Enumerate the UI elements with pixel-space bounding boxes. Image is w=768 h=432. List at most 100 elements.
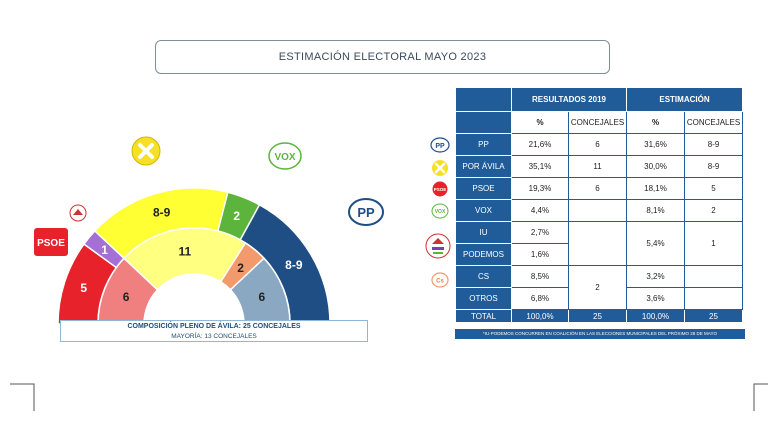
crop-mark-right <box>753 383 768 411</box>
row-conc-est: 5 <box>684 177 743 200</box>
row-pct-2019: 1,6% <box>511 243 569 266</box>
row-pct-est: 3,2% <box>626 265 685 288</box>
header-resultados-2019: RESULTADOS 2019 <box>511 87 627 112</box>
row-conc-2019: 6 <box>568 133 627 156</box>
caption-title: COMPOSICIÓN PLENO DE ÁVILA: 25 CONCEJALE… <box>127 323 301 330</box>
row-pct-est: 30,0% <box>626 155 685 178</box>
table-footnote: *IU-PODEMOS CONCURREN EN COALICIÓN EN LA… <box>455 329 745 339</box>
table-row: PSOE 19,3% 6 18,1% 5 <box>455 177 743 200</box>
outer-label-vox: 2 <box>233 209 240 223</box>
subheader-pct-est: % <box>626 111 685 134</box>
row-conc-est <box>684 265 743 288</box>
arc-labels: 5 1 8-9 2 8-9 6 11 2 6 <box>80 206 303 305</box>
table-row: CS 8,5% 2 3,2% <box>455 265 743 310</box>
outer-label-por-vila: 8-9 <box>153 206 171 220</box>
total-pct-est: 100,0% <box>626 309 685 323</box>
iu-podemos-small-icon <box>425 233 451 259</box>
row-conc-est-merged: 1 <box>684 221 743 266</box>
pp-small-icon: PP <box>430 137 450 153</box>
table-row: OTROS 6,8% 3,6% <box>455 287 743 310</box>
row-party-label: POR ÁVILA <box>455 155 512 178</box>
svg-text:PP: PP <box>357 205 375 220</box>
row-conc-2019: 6 <box>568 177 627 200</box>
outer-label-psoe: 5 <box>80 281 87 295</box>
inner-label-cs: 2 <box>237 261 244 275</box>
svg-text:Cs: Cs <box>436 279 444 285</box>
table-sub-header-row: % CONCEJALES % CONCEJALES <box>455 111 743 134</box>
por-avila-logo-icon <box>131 136 161 166</box>
table-row: PP 21,6% 6 31,6% 8-9 <box>455 133 743 156</box>
row-conc-2019-merged <box>568 221 627 266</box>
psoe-logo: PSOE <box>34 228 68 256</box>
row-conc-est: 8-9 <box>684 133 743 156</box>
iu-podemos-logo-icon <box>69 204 87 222</box>
svg-text:PSOE: PSOE <box>434 187 447 192</box>
vox-small-icon: VOX <box>431 203 449 219</box>
pp-row-logo: PP <box>430 137 450 153</box>
svg-text:PSOE: PSOE <box>37 238 65 249</box>
cs-small-icon: Cs <box>431 272 449 288</box>
row-pct-2019: 19,3% <box>511 177 569 200</box>
cs-row-logo: Cs <box>431 272 449 288</box>
vox-logo: VOX <box>268 142 302 170</box>
subheader-concejales-est: CONCEJALES <box>684 111 743 134</box>
svg-text:VOX: VOX <box>274 152 295 163</box>
por-avila-small-icon <box>432 160 448 176</box>
row-party-label: CS <box>455 265 512 288</box>
row-pct-2019: 35,1% <box>511 155 569 178</box>
row-conc-2019: 11 <box>568 155 627 178</box>
iu-podemos-row-logo <box>425 232 451 260</box>
outer-label-iu-podemos: 1 <box>101 243 108 257</box>
table-total-row: TOTAL 100,0% 25 100,0% 25 <box>455 309 743 323</box>
inner-label-por-vila: 11 <box>179 245 192 259</box>
table-corner-cell <box>455 87 512 112</box>
pp-logo: PP <box>348 198 384 226</box>
row-pct-2019: 21,6% <box>511 133 569 156</box>
por-avila-logo <box>131 136 161 166</box>
row-conc-2019: 2 <box>568 265 627 310</box>
vox-row-logo: VOX <box>431 203 449 219</box>
table-row: IU 2,7% 5,4% 1 <box>455 221 743 266</box>
inner-label-psoe: 6 <box>123 290 130 304</box>
row-conc-est: 2 <box>684 199 743 222</box>
total-conc-est: 25 <box>684 309 743 323</box>
pp-logo-icon: PP <box>348 198 384 226</box>
row-party-label: OTROS <box>455 287 512 310</box>
header-estimacion: ESTIMACIÓN <box>626 87 743 112</box>
table-row: POR ÁVILA 35,1% 11 30,0% 8-9 <box>455 155 743 178</box>
table-row: VOX 4,4% 8,1% 2 <box>455 199 743 222</box>
row-pct-est: 8,1% <box>626 199 685 222</box>
results-table: RESULTADOS 2019 ESTIMACIÓN % CONCEJALES … <box>455 87 743 323</box>
vox-logo-icon: VOX <box>268 142 302 170</box>
psoe-small-icon: PSOE <box>432 181 448 197</box>
inner-segment-por-vila <box>122 227 247 291</box>
row-party-label: PSOE <box>455 177 512 200</box>
svg-text:PP: PP <box>435 143 445 150</box>
table-group-header-row: RESULTADOS 2019 ESTIMACIÓN <box>455 87 743 112</box>
row-pct-2019: 2,7% <box>511 221 569 244</box>
subheader-pct-2019: % <box>511 111 569 134</box>
row-party-label: VOX <box>455 199 512 222</box>
row-pct-2019: 4,4% <box>511 199 569 222</box>
outer-label-pp: 8-9 <box>285 258 303 272</box>
total-pct-2019: 100,0% <box>511 309 569 323</box>
crop-mark-left <box>10 383 35 411</box>
total-label: TOTAL <box>455 309 512 323</box>
iu-podemos-logo <box>68 204 88 222</box>
table-row: PODEMOS 1,6% <box>455 243 743 266</box>
psoe-row-logo: PSOE <box>431 181 449 197</box>
subheader-concejales-2019: CONCEJALES <box>568 111 627 134</box>
row-pct-2019: 8,5% <box>511 265 569 288</box>
row-conc-2019 <box>568 199 627 222</box>
inner-label-pp: 6 <box>259 290 266 304</box>
page-title: ESTIMACIÓN ELECTORAL MAYO 2023 <box>155 40 610 74</box>
caption-subtitle: MAYORÍA: 13 CONCEJALES <box>171 333 257 340</box>
svg-text:VOX: VOX <box>435 209 446 215</box>
row-party-label: PODEMOS <box>455 243 512 266</box>
total-conc-2019: 25 <box>568 309 627 323</box>
row-pct-est: 3,6% <box>626 287 685 310</box>
row-pct-est-merged: 5,4% <box>626 221 685 266</box>
row-conc-est <box>684 287 743 310</box>
por-avila-row-logo <box>431 159 449 177</box>
hemicycle-caption: COMPOSICIÓN PLENO DE ÁVILA: 25 CONCEJALE… <box>60 320 368 342</box>
